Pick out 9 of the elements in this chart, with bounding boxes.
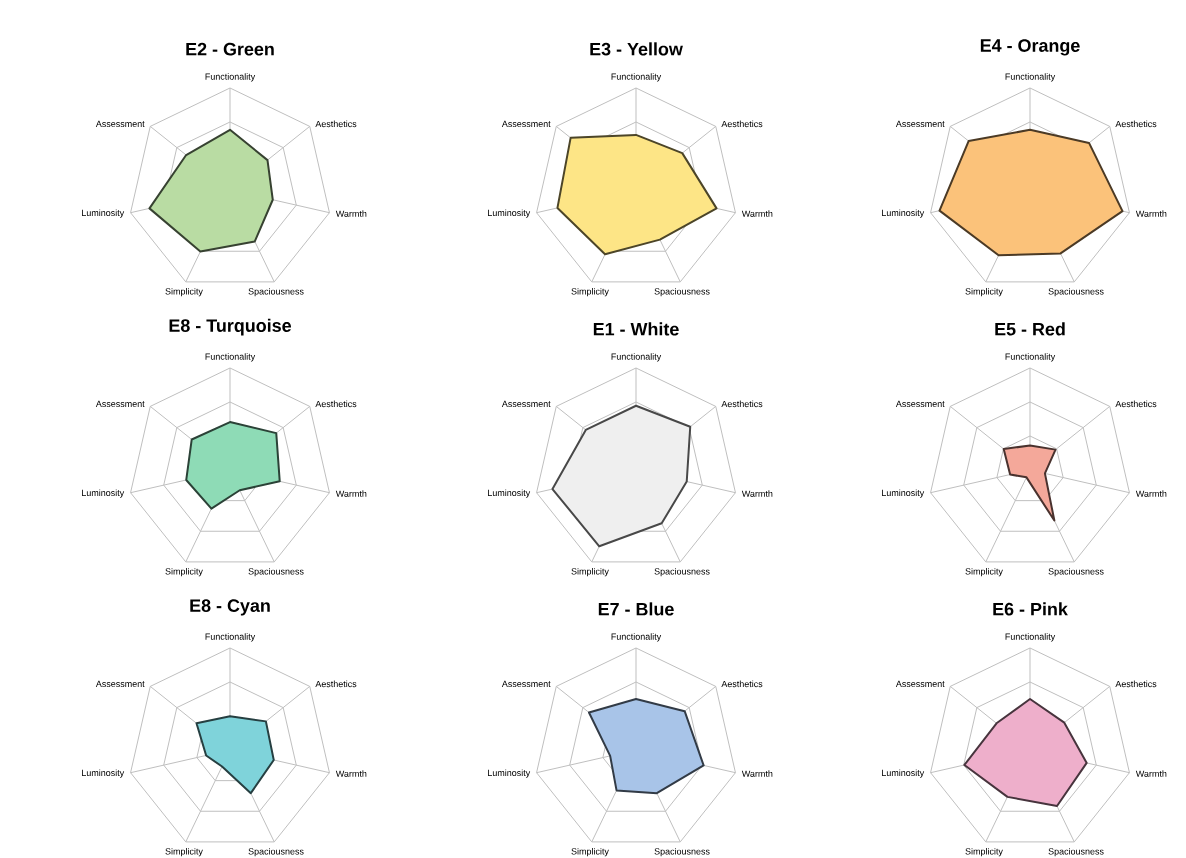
chart-title: E3 - Yellow — [590, 42, 683, 56]
chart-title: E1 - White — [593, 322, 679, 336]
chart-title: E8 - Cyan — [190, 599, 270, 616]
chart-title: E6 - Pink — [993, 602, 1068, 616]
chart-title: E2 - Green — [186, 42, 274, 56]
chart-title: E5 - Red — [995, 322, 1065, 336]
chart-title: E4 - Orange — [980, 39, 1080, 56]
chart-title: E8 - Turquoise — [169, 318, 292, 336]
chart-title: E7 - Blue — [598, 602, 674, 616]
